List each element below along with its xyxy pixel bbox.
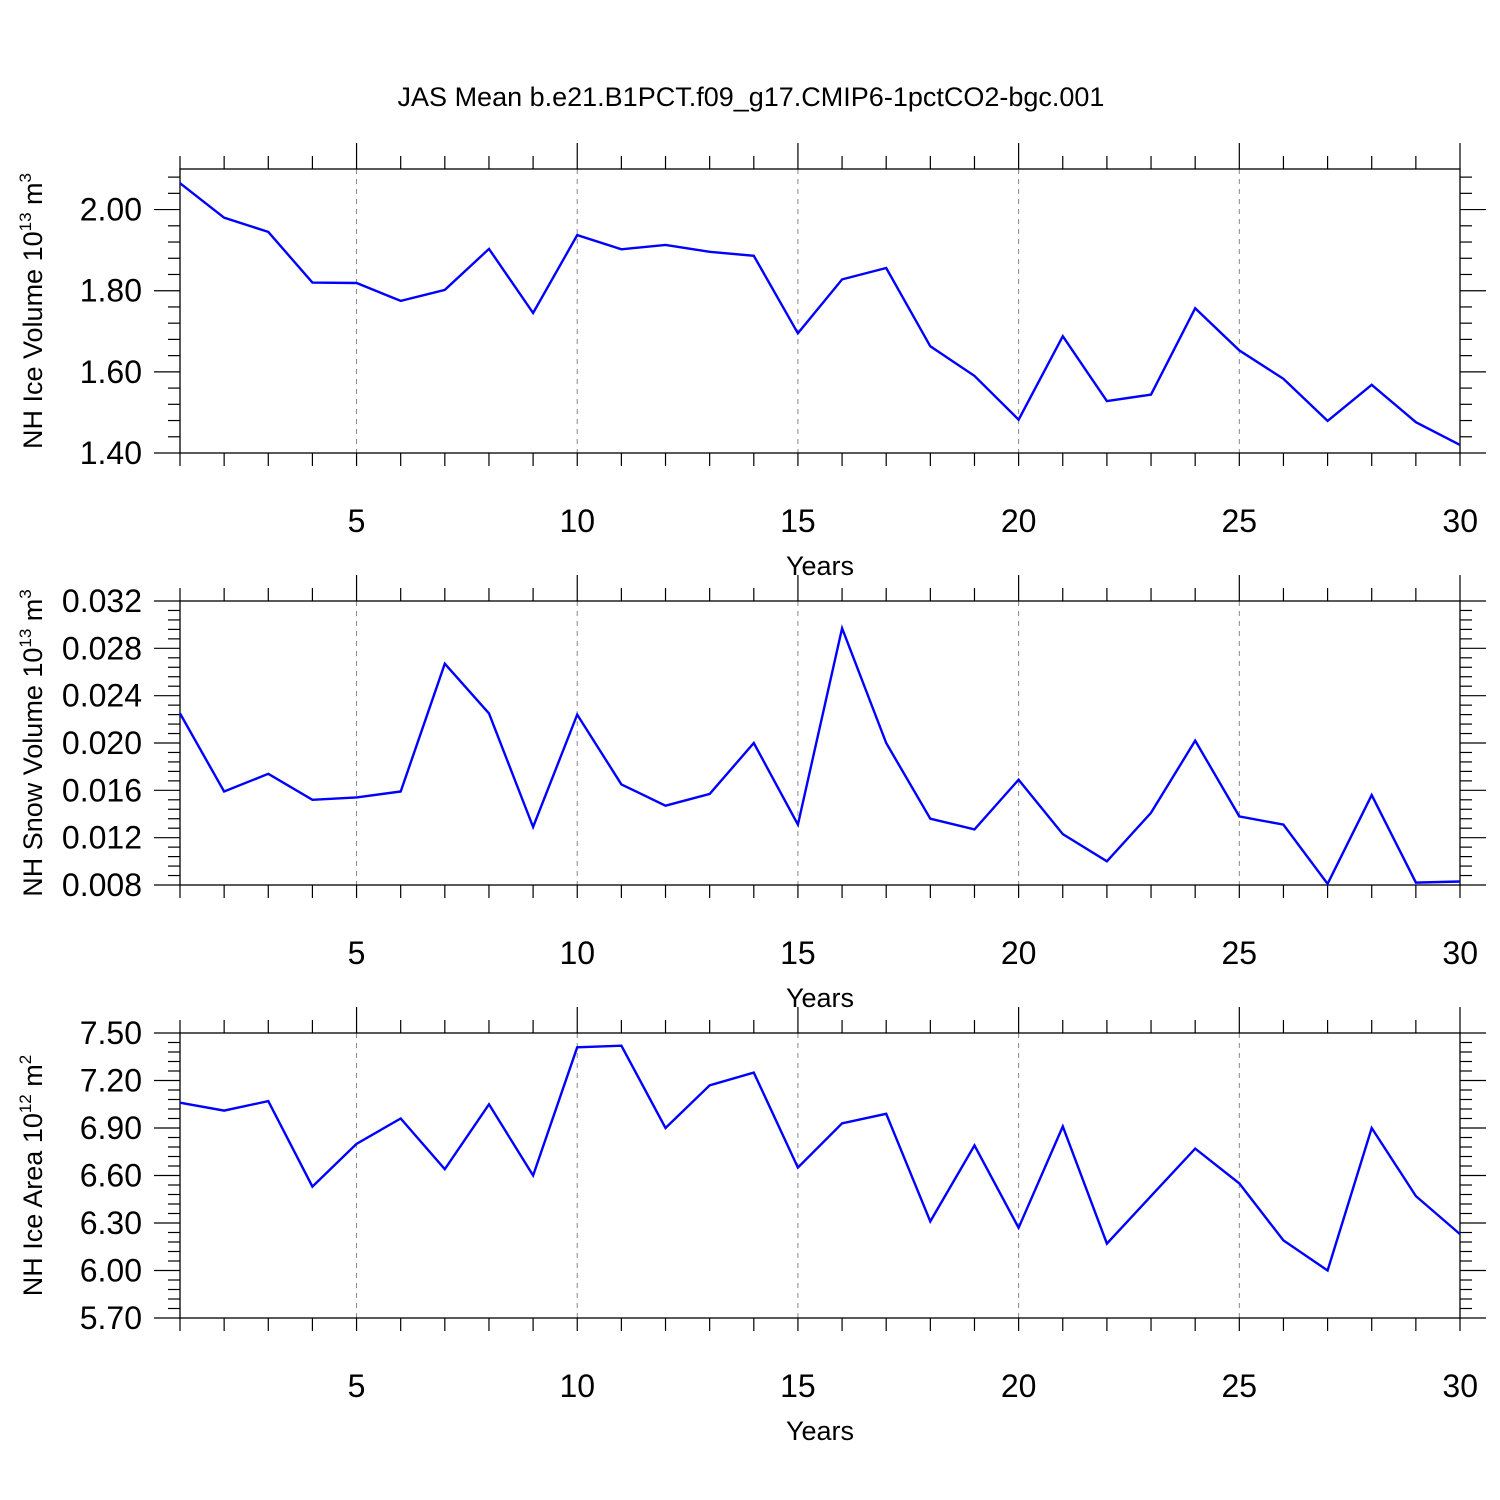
panel-nh-ice-area: 5.70 6.00 6.30 6.60 6.90 7.20 7.50 5 10 15 20 25 30…	[16, 1007, 1486, 1446]
y-tick-label: 1.40	[80, 435, 142, 471]
x-tick-label: 20	[1001, 935, 1037, 971]
y-axis-title-text: NH Ice Volume 10	[18, 231, 48, 449]
panel-nh-snow-volume: 0.008 0.012 0.016 0.020 0.024 0.028 0.032 5 10 1…	[16, 575, 1486, 1013]
y-tick-label: 0.008	[62, 867, 142, 903]
y-axis-title-text: NH Ice Area 10	[18, 1113, 48, 1296]
x-tick-label: 30	[1442, 503, 1478, 539]
y-tick-label: 7.50	[80, 1015, 142, 1051]
x-tick-label: 15	[780, 1368, 816, 1404]
x-tick-label: 20	[1001, 503, 1037, 539]
y-axis-title-unit-exponent: 3	[16, 173, 35, 182]
y-tick-label: 0.012	[62, 820, 142, 856]
plot-frame	[179, 600, 1461, 886]
x-tick-label: 30	[1442, 935, 1478, 971]
y-axis-title-text: NH Snow Volume 10	[18, 648, 48, 897]
y-axis-title-unit: m	[18, 599, 48, 629]
y-axis-title-exponent: 13	[16, 629, 35, 648]
x-tick-label: 30	[1442, 1368, 1478, 1404]
x-axis-title: Years	[786, 551, 854, 581]
y-axis-title: NH Snow Volume 1013 m3	[16, 589, 48, 897]
x-tick-label: 15	[780, 935, 816, 971]
x-tick-label: 10	[559, 935, 595, 971]
plot-frame	[179, 168, 1461, 454]
x-tick-label: 5	[348, 503, 366, 539]
series-line	[178, 624, 1461, 887]
y-axis-title-exponent: 12	[16, 1094, 35, 1113]
y-tick-label: 1.80	[80, 273, 142, 309]
y-axis-title-unit: m	[18, 1064, 48, 1094]
y-axis-title: NH Ice Volume 1013 m3	[16, 173, 48, 449]
x-axis-title: Years	[786, 1416, 854, 1446]
y-tick-label: 0.032	[62, 583, 142, 619]
x-axis-title: Years	[786, 983, 854, 1013]
y-tick-label: 5.70	[80, 1300, 142, 1336]
y-tick-label: 0.024	[62, 678, 142, 714]
y-tick-label: 6.60	[80, 1158, 142, 1194]
series-line	[179, 182, 1461, 446]
y-tick-label: 7.20	[80, 1063, 142, 1099]
series-line	[179, 1044, 1461, 1273]
x-tick-label: 25	[1222, 503, 1258, 539]
x-tick-label: 20	[1001, 1368, 1037, 1404]
y-axis-title-unit-exponent: 3	[16, 589, 35, 598]
y-tick-label: 2.00	[80, 192, 142, 228]
y-tick-label: 0.020	[62, 725, 142, 761]
y-axis-title-unit-exponent: 2	[16, 1055, 35, 1064]
y-tick-label: 0.016	[62, 772, 142, 808]
x-tick-label: 5	[348, 935, 366, 971]
y-tick-label: 0.028	[62, 630, 142, 666]
y-tick-label: 1.60	[80, 354, 142, 390]
y-axis-title: NH Ice Area 1012 m2	[16, 1055, 48, 1296]
x-tick-label: 25	[1222, 935, 1258, 971]
x-tick-label: 25	[1222, 1368, 1258, 1404]
x-tick-label: 5	[348, 1368, 366, 1404]
chart-title: JAS Mean b.e21.B1PCT.f09_g17.CMIP6-1pctC…	[398, 82, 1105, 112]
y-axis-title-exponent: 13	[16, 212, 35, 231]
y-tick-label: 6.00	[80, 1253, 142, 1289]
y-tick-label: 6.30	[80, 1205, 142, 1241]
y-axis-title-unit: m	[18, 182, 48, 212]
plot-frame	[179, 1032, 1461, 1319]
x-tick-label: 10	[559, 1368, 595, 1404]
y-tick-label: 6.90	[80, 1110, 142, 1146]
x-tick-label: 10	[559, 503, 595, 539]
panel-nh-ice-volume: 1.40 1.60 1.80 2.00 5 10 15 20 25 30 Years NH Ic…	[16, 143, 1486, 581]
x-tick-label: 15	[780, 503, 816, 539]
